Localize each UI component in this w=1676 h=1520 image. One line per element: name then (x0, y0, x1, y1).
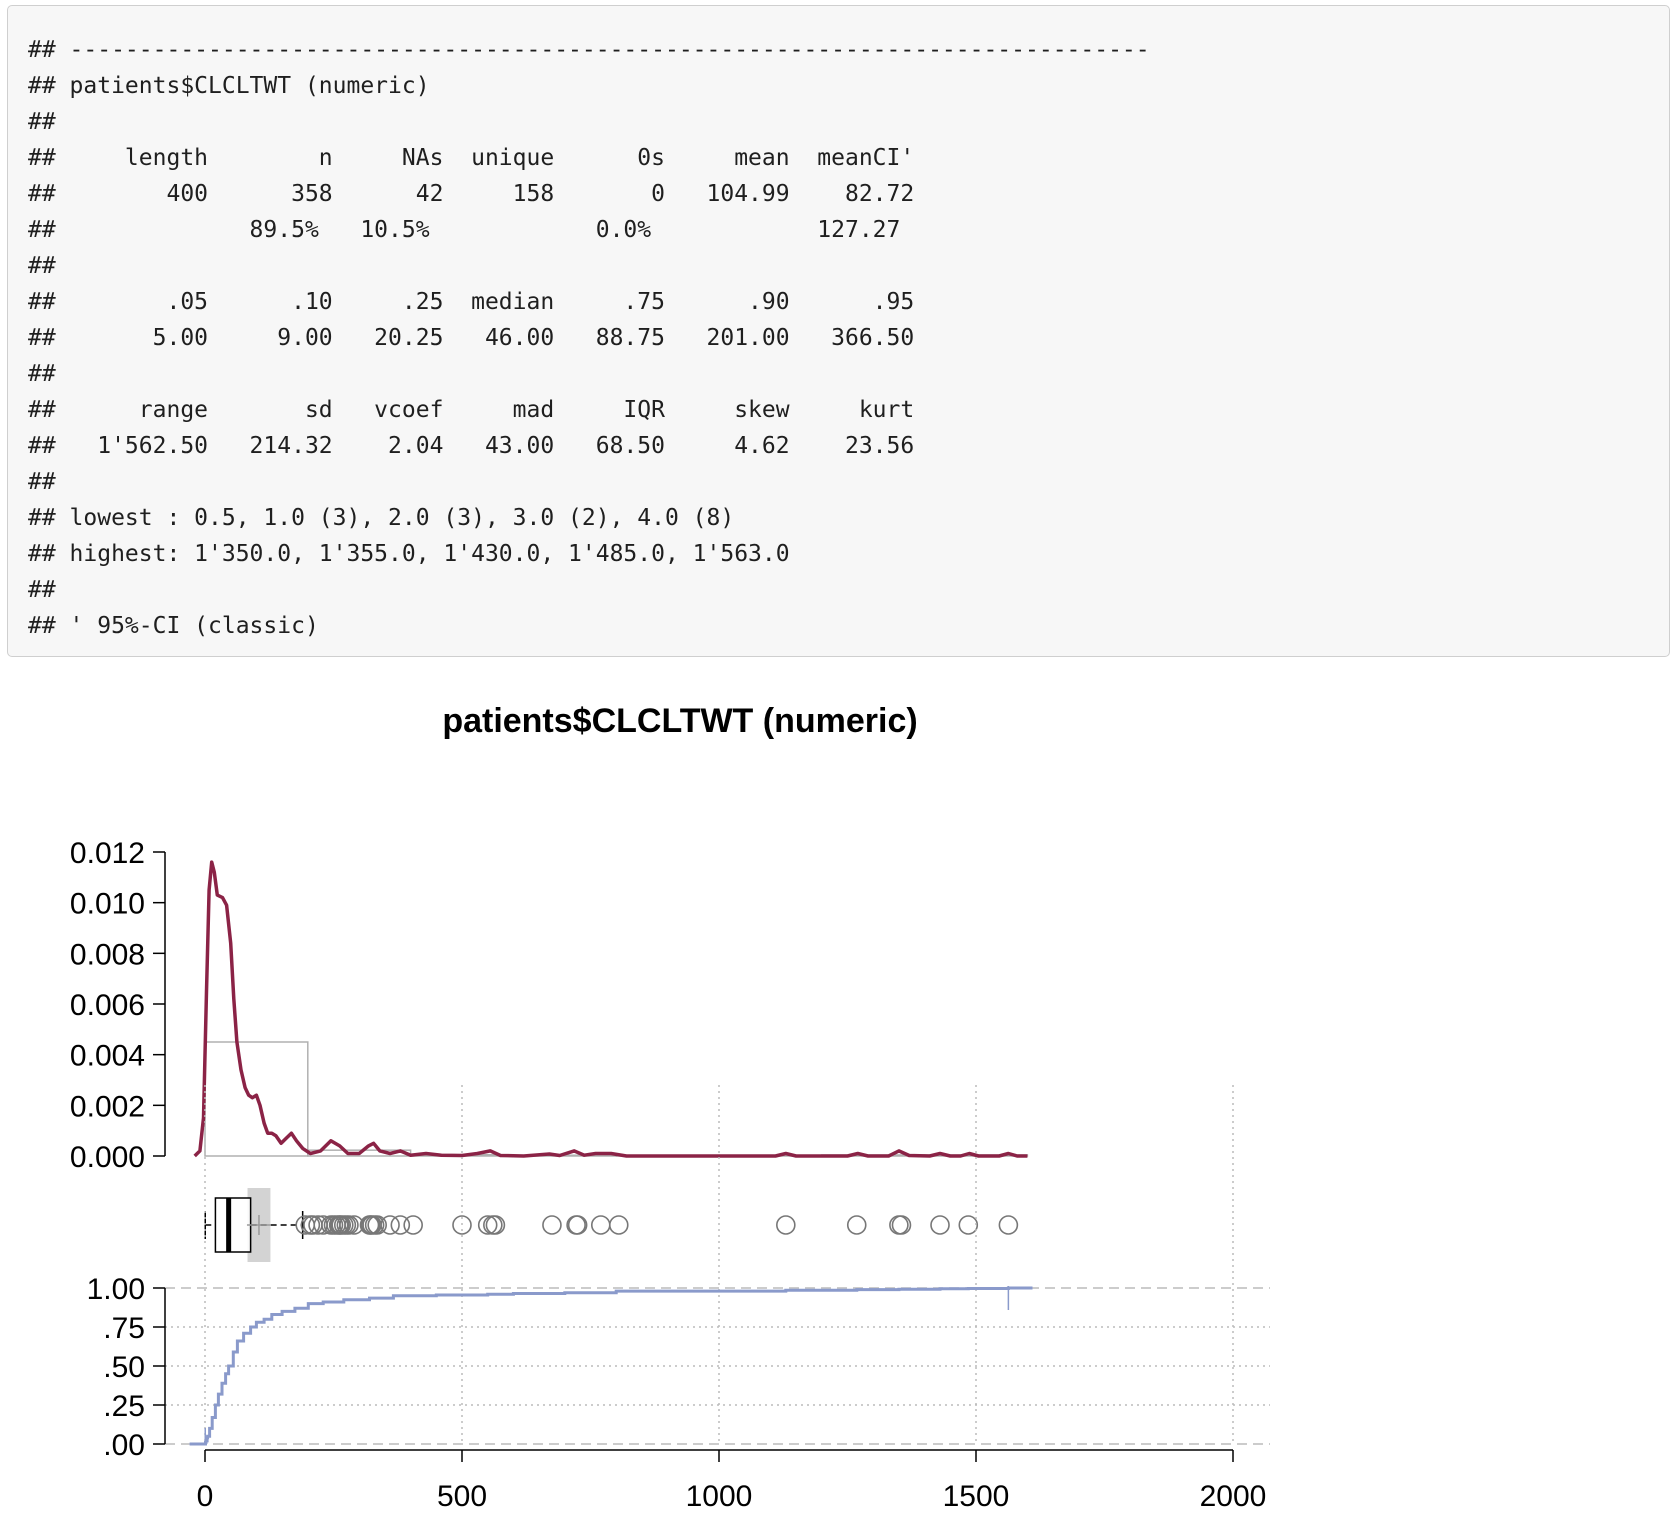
outlier-point (846, 1215, 867, 1235)
outlier-point (998, 1215, 1019, 1235)
outlier-point (958, 1215, 979, 1235)
x-tick-label: 1000 (686, 1480, 753, 1513)
density-panel: 0.000 0.002 0.004 0.006 0.008 0.010 0.012 (70, 837, 1029, 1174)
output-line: ## (28, 361, 56, 387)
outlier-point (891, 1215, 912, 1235)
x-tick-label: 0 (197, 1480, 214, 1513)
x-tick-label: 1500 (943, 1480, 1010, 1513)
output-line: ## (28, 253, 56, 279)
output-line: ## (28, 469, 56, 495)
output-line: ## lowest : 0.5, 1.0 (3), 2.0 (3), 3.0 (… (28, 505, 735, 531)
console-output-block: ## -------------------------------------… (7, 5, 1670, 657)
outlier-point (542, 1215, 562, 1235)
outlier-point (367, 1215, 387, 1235)
output-line: ## patients$CLCLTWT (numeric) (28, 73, 430, 99)
outlier-point (776, 1215, 796, 1235)
ecdf-y-tick-label: .00 (103, 1429, 145, 1462)
output-line: ## -------------------------------------… (28, 37, 1150, 63)
density-y-tick-label: 0.006 (70, 989, 145, 1022)
output-line: ## 400 358 42 158 0 104.99 82.72 (28, 181, 915, 207)
output-line: ## 1'562.50 214.32 2.04 43.00 68.50 4.62… (28, 433, 915, 459)
output-line: ## range sd vcoef mad IQR skew kurt (28, 397, 915, 423)
outlier-point (930, 1215, 950, 1235)
outlier-point (608, 1215, 629, 1235)
console-output-text: ## -------------------------------------… (28, 32, 1150, 644)
output-line: ## highest: 1'350.0, 1'355.0, 1'430.0, 1… (28, 541, 790, 567)
density-y-tick-label: 0.002 (70, 1090, 145, 1123)
outlier-point (403, 1215, 423, 1235)
output-line: ## 89.5% 10.5% 0.0% 127.27 (28, 217, 901, 243)
density-curve (193, 860, 1028, 1158)
density-y-tick-label: 0.012 (70, 837, 145, 870)
outlier-point (590, 1215, 611, 1235)
output-line: ## (28, 577, 56, 603)
plot-title: patients$CLCLTWT (numeric) (442, 702, 917, 740)
outlier-point (339, 1215, 359, 1235)
output-line: ## (28, 109, 56, 135)
x-tick-label: 500 (437, 1480, 487, 1513)
density-y-tick-label: 0.000 (70, 1141, 145, 1174)
output-line: ## length n NAs unique 0s mean meanCI' (28, 145, 915, 171)
ecdf-y-tick-label: .75 (103, 1312, 145, 1345)
outlier-point (567, 1215, 588, 1235)
density-y-tick-label: 0.004 (70, 1040, 145, 1073)
ecdf-curve (189, 1286, 1033, 1446)
output-line: ## .05 .10 .25 median .75 .90 .95 (28, 289, 915, 315)
outlier-point (452, 1215, 472, 1235)
density-y-tick-label: 0.010 (70, 888, 145, 921)
outlier-point (485, 1215, 506, 1235)
desc-plot-figure: patients$CLCLTWT (numeric) 0.0000.0020.0… (70, 702, 1270, 1513)
outlier-point (390, 1215, 411, 1235)
x-tick-label: 2000 (1200, 1480, 1267, 1513)
outlier-point (380, 1215, 400, 1235)
ecdf-y-tick-label: .50 (103, 1351, 145, 1384)
box-iqr (214, 1197, 252, 1253)
density-y-tick-label: 0.008 (70, 938, 145, 971)
outlier-point (566, 1215, 586, 1235)
outlier-point (477, 1215, 498, 1235)
output-line: ## ' 95%-CI (classic) (28, 613, 319, 639)
ecdf-y-tick-label: .25 (103, 1390, 145, 1423)
ecdf-panel: .00 .25 .50 .75 1.00 0 500 1000 1500 2000 (87, 1085, 1270, 1513)
boxplot-panel (204, 1188, 1019, 1262)
ecdf-y-tick-label: 1.00 (87, 1273, 145, 1306)
output-line: ## 5.00 9.00 20.25 46.00 88.75 201.00 36… (28, 325, 915, 351)
